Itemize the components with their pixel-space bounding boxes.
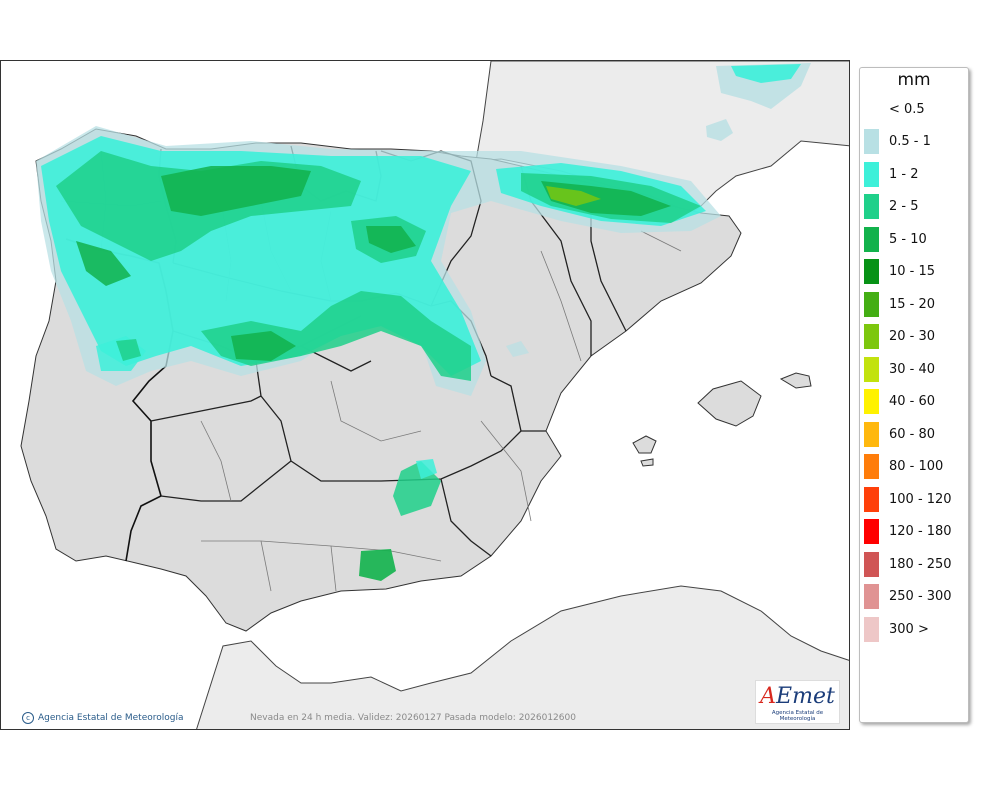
legend-item: 250 - 300 — [864, 584, 952, 610]
legend-swatch — [864, 161, 879, 187]
legend-label: 0.5 - 1 — [889, 134, 931, 149]
ibiza-island — [632, 435, 657, 454]
legend-swatch — [864, 226, 879, 252]
map-caption: Nevada en 24 h media. Validez: 20260127 … — [250, 713, 576, 723]
legend-swatch — [864, 356, 879, 382]
logo-subtitle: Agencia Estatal de Meteorología — [771, 710, 824, 722]
legend-swatch — [864, 291, 879, 317]
copyright-icon: c — [22, 712, 34, 724]
credit-line: c Agencia Estatal de Meteorología — [22, 712, 184, 724]
legend-swatch — [864, 194, 879, 219]
legend-label: 180 - 250 — [889, 556, 952, 572]
peninsula-map — [1, 61, 849, 729]
menorca-island — [779, 372, 812, 389]
legend-item: 40 - 60 — [864, 389, 935, 415]
snowfall-overlay — [36, 63, 811, 581]
legend-label: 20 - 30 — [889, 329, 936, 344]
legend-item: 0.5 - 1 — [864, 129, 931, 155]
legend-item: 1 - 2 — [864, 161, 919, 187]
legend-item: 30 - 40 — [864, 356, 935, 382]
map-panel[interactable] — [0, 60, 850, 730]
legend-swatch — [864, 519, 879, 544]
legend-label: 80 - 100 — [889, 459, 944, 474]
africa-land — [196, 585, 849, 729]
credit-text: Agencia Estatal de Meteorología — [38, 713, 184, 723]
legend-label: 10 - 15 — [889, 264, 936, 279]
legend-panel: mm < 0.5 0.5 - 1 1 - 2 2 - 5 5 - 10 10 - 15 15… — [859, 67, 969, 723]
legend-swatch — [864, 551, 879, 577]
legend-swatch — [864, 259, 879, 284]
logo-mark: AEmet — [760, 684, 835, 709]
legend-label: 30 - 40 — [889, 361, 936, 377]
legend-swatch — [864, 389, 879, 414]
legend-item: 60 - 80 — [864, 421, 935, 447]
legend-swatch — [864, 486, 879, 512]
legend-unit: mm — [897, 70, 931, 90]
legend-label: 2 - 5 — [889, 199, 919, 214]
legend-item: 10 - 15 — [864, 259, 935, 285]
legend-swatch — [864, 324, 879, 349]
legend-swatch — [864, 454, 879, 479]
legend-item: 2 - 5 — [864, 194, 919, 220]
legend-label: 60 - 80 — [889, 426, 936, 442]
legend-item: 300 > — [864, 616, 929, 642]
legend-label: 15 - 20 — [889, 296, 936, 312]
aemet-logo[interactable]: AEmet Agencia Estatal de Meteorología — [755, 680, 840, 724]
legend-item: 100 - 120 — [864, 486, 952, 512]
legend-swatch — [864, 97, 879, 122]
legend-label: 120 - 180 — [889, 524, 952, 539]
legend-swatch — [864, 616, 879, 642]
legend-label: 100 - 120 — [889, 491, 952, 507]
legend-label: 300 > — [889, 621, 929, 637]
legend-label: 40 - 60 — [889, 394, 936, 409]
legend-item: < 0.5 — [864, 96, 925, 122]
formentera-island — [640, 458, 654, 467]
legend-item: 120 - 180 — [864, 519, 952, 545]
legend-label: 5 - 10 — [889, 231, 927, 247]
legend-item: 15 - 20 — [864, 291, 935, 317]
legend-item: 5 - 10 — [864, 226, 927, 252]
legend-swatch — [864, 584, 879, 609]
legend-item: 180 - 250 — [864, 551, 952, 577]
legend-label: 250 - 300 — [889, 589, 952, 604]
legend-item: 80 - 100 — [864, 454, 943, 480]
legend-item: 20 - 30 — [864, 324, 935, 350]
legend-label: 1 - 2 — [889, 166, 919, 182]
legend-label: < 0.5 — [889, 101, 925, 117]
legend-swatch — [864, 421, 879, 447]
legend-swatch — [864, 129, 879, 154]
mallorca-island — [697, 380, 762, 427]
